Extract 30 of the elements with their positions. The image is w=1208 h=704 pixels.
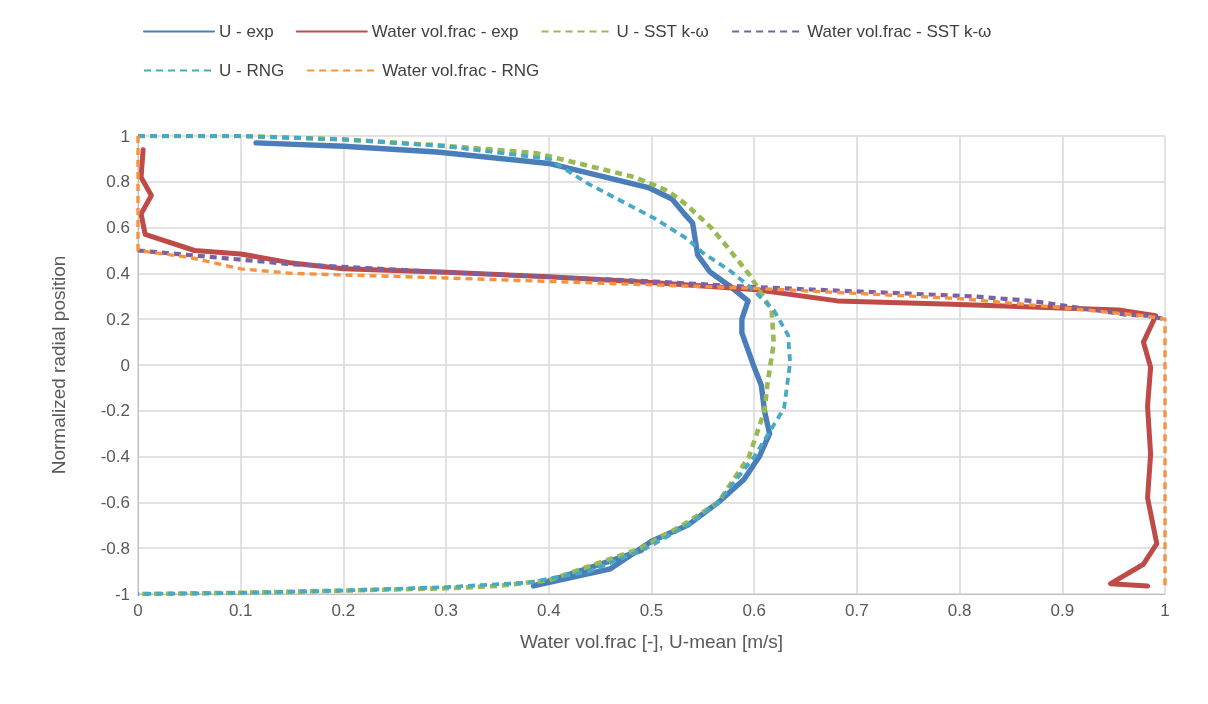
x-tick-label: 0.2 — [331, 601, 356, 620]
x-tick-label: 0 — [133, 601, 143, 620]
x-tick-label: 0.6 — [742, 601, 767, 620]
x-tick-label: 0.7 — [845, 601, 869, 620]
x-tick-label: 0.1 — [228, 601, 253, 620]
y-tick-label: -0.8 — [100, 538, 130, 558]
x-tick-label: 0.5 — [639, 601, 664, 620]
y-tick-label: 1 — [120, 126, 130, 146]
x-tick-label: 1 — [1160, 601, 1170, 620]
y-axis-title: Normalized radial position — [48, 255, 69, 475]
y-tick-label: 0.4 — [106, 263, 130, 283]
y-tick-label: 0.8 — [106, 172, 130, 192]
y-tick-label: -0.6 — [100, 492, 130, 512]
legend-label: Water vol.frac - exp — [371, 22, 519, 41]
y-tick-label: 0.2 — [106, 309, 130, 329]
y-tick-label: 0 — [120, 355, 130, 375]
legend-label: Water vol.frac - SST k-ω — [807, 22, 992, 41]
y-tick-label: -0.2 — [100, 401, 130, 421]
x-tick-label: 0.4 — [536, 601, 561, 620]
x-tick-label: 0.8 — [947, 601, 972, 620]
y-tick-label: -1 — [114, 584, 130, 604]
x-tick-label: 0.9 — [1050, 601, 1075, 620]
y-tick-label: 0.6 — [106, 218, 130, 238]
y-tick-label: -0.4 — [100, 447, 130, 467]
legend-label: U - RNG — [219, 61, 285, 80]
legend-label: U - SST k-ω — [616, 22, 709, 41]
legend-label: U - exp — [219, 22, 274, 41]
x-axis-title: Water vol.frac [-], U-mean [m/s] — [519, 631, 784, 652]
x-tick-label: 0.3 — [434, 601, 458, 620]
legend-label: Water vol.frac - RNG — [382, 61, 540, 80]
